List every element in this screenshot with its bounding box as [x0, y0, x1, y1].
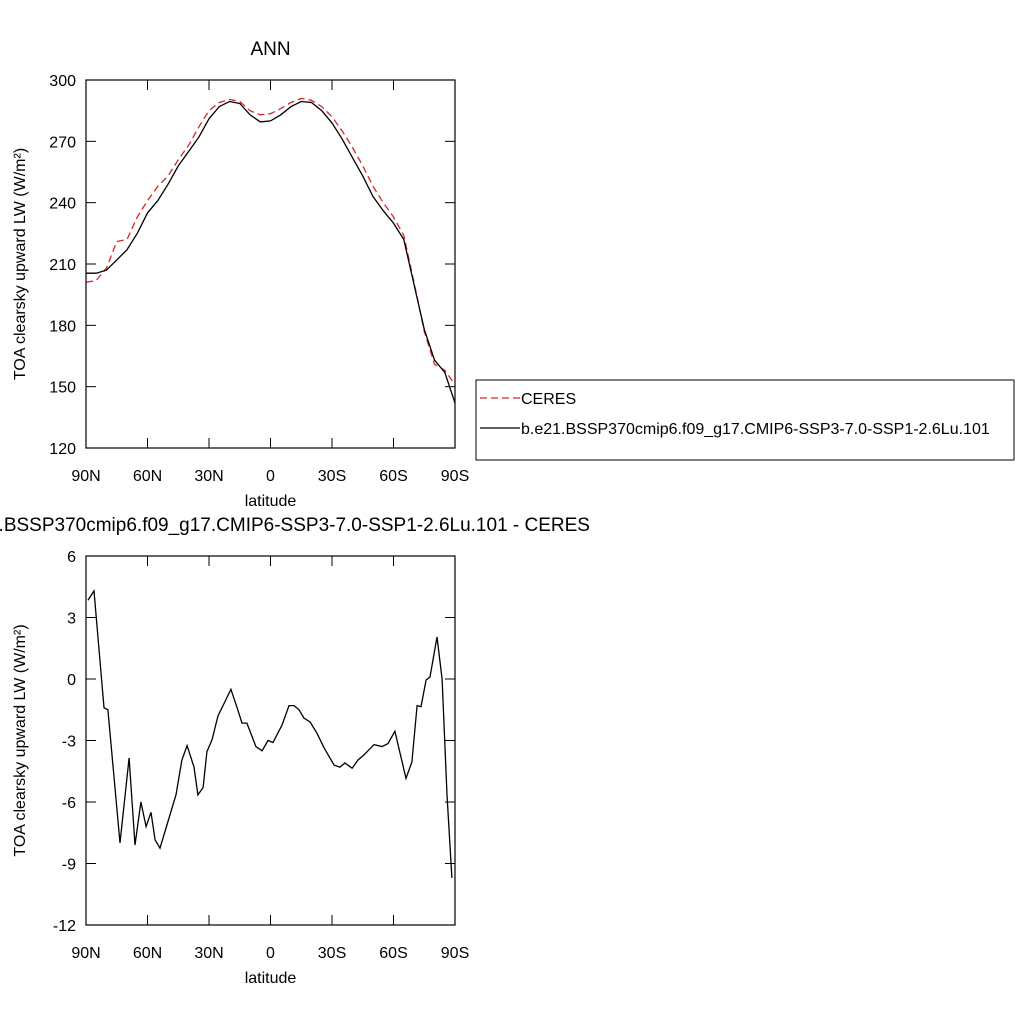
y-tick-label: -6	[62, 795, 76, 812]
y-tick-label: 0	[67, 672, 76, 689]
y-tick-label: -3	[62, 734, 76, 751]
x-axis-label: latitude	[245, 493, 297, 510]
x-tick-label: 90S	[441, 468, 469, 485]
y-tick-label: 180	[49, 318, 76, 335]
y-tick-label: 240	[49, 196, 76, 213]
x-tick-label: 90S	[441, 945, 469, 962]
plot-frame	[85, 79, 456, 449]
legend-box	[475, 379, 1015, 461]
legend-label: CERES	[521, 391, 576, 408]
y-tick-label: 6	[67, 549, 76, 566]
x-tick-label: 0	[266, 468, 275, 485]
chart-title: b.e21.BSSP370cmip6.f09_g17.CMIP6-SSP3-7.…	[0, 515, 590, 536]
x-tick-label: 30N	[194, 945, 223, 962]
y-tick-label: -9	[62, 857, 76, 874]
y-tick-label: 300	[49, 73, 76, 90]
x-tick-label: 30S	[318, 945, 346, 962]
y-axis-label: TOA clearsky upward LW (W/m²)	[12, 148, 29, 380]
y-tick-label: 3	[67, 611, 76, 628]
x-tick-label: 0	[266, 945, 275, 962]
chart-title: ANN	[250, 39, 290, 60]
x-axis-label: latitude	[245, 970, 297, 987]
panel: ANN latitude TOA clearsky upward LW (W/m²)…	[12, 39, 1015, 510]
x-tick-label: 60N	[133, 945, 162, 962]
panel: b.e21.BSSP370cmip6.f09_g17.CMIP6-SSP3-7.…	[0, 515, 590, 987]
plot-frame	[85, 555, 456, 926]
series-line	[87, 588, 453, 878]
x-tick-label: 60S	[379, 945, 407, 962]
x-tick-label: 90N	[71, 468, 100, 485]
y-tick-label: 210	[49, 257, 76, 274]
series-line	[86, 100, 456, 404]
y-tick-label: 150	[49, 380, 76, 397]
x-tick-label: 90N	[71, 945, 100, 962]
x-tick-label: 60S	[379, 468, 407, 485]
y-tick-label: 270	[49, 134, 76, 151]
y-axis-label: TOA clearsky upward LW (W/m²)	[12, 624, 29, 856]
x-tick-label: 30N	[194, 468, 223, 485]
x-tick-label: 30S	[318, 468, 346, 485]
x-tick-label: 60N	[133, 468, 162, 485]
y-tick-label: 120	[49, 441, 76, 458]
legend-label: b.e21.BSSP370cmip6.f09_g17.CMIP6-SSP3-7.…	[521, 421, 990, 438]
y-tick-label: -12	[53, 918, 76, 935]
series-line	[85, 97, 456, 385]
